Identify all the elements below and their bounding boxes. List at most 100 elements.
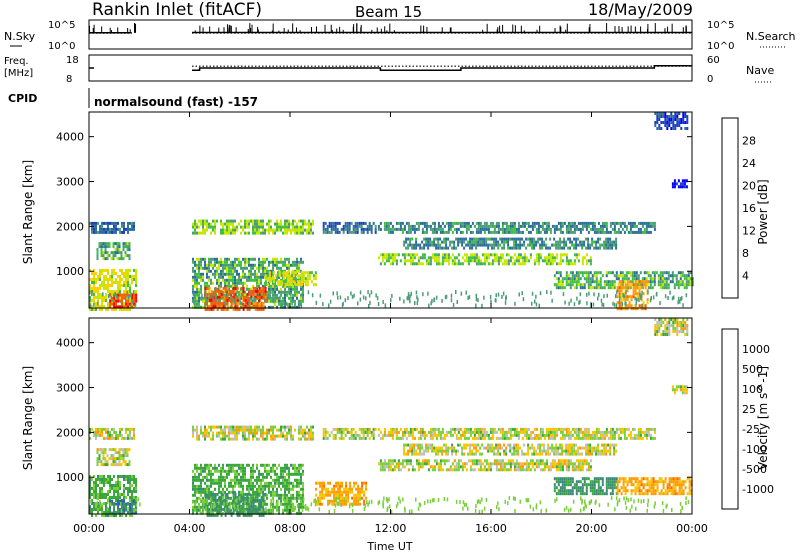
power-cell [581, 224, 584, 228]
power-cell [364, 221, 367, 225]
velocity-cell [97, 475, 99, 478]
power-noise-cell [193, 294, 196, 299]
velocity-cell [252, 466, 254, 470]
power-cell [362, 230, 365, 234]
power-cell [125, 293, 128, 297]
velocity-cell [105, 511, 107, 514]
velocity-cell [327, 499, 330, 503]
velocity-cell [224, 498, 227, 502]
velocity-cell [266, 463, 268, 467]
velocity-cell [300, 428, 302, 432]
velocity-cell [252, 434, 254, 438]
velocity-cell [105, 496, 107, 499]
velocity-cell [210, 475, 212, 479]
power-cell [541, 227, 544, 231]
velocity-cell [280, 493, 282, 497]
velocity-cell [117, 484, 119, 487]
power-cell [613, 243, 616, 247]
power-cell [264, 295, 267, 299]
power-cell [226, 286, 229, 290]
power-cell [276, 305, 278, 309]
power-cell [577, 283, 580, 287]
power-cell [569, 246, 572, 250]
power-cell [254, 228, 256, 232]
velocity-cell [325, 490, 328, 494]
power-cell [288, 260, 290, 264]
velocity-cell [262, 478, 264, 482]
power-cell [127, 221, 129, 225]
velocity-cell [95, 496, 97, 499]
power-cell [587, 280, 590, 284]
velocity-cell [208, 431, 210, 435]
power-cell [218, 260, 220, 264]
power-cell [445, 243, 448, 247]
power-cell [573, 246, 576, 250]
power-cell [272, 305, 274, 309]
power-cell [399, 221, 402, 225]
power-cell [630, 304, 633, 308]
power-cell [222, 222, 224, 226]
power-cell [226, 298, 229, 302]
velocity-cell [266, 428, 268, 432]
power-cell [585, 259, 588, 263]
power-cell [473, 237, 476, 241]
power-cell [607, 286, 610, 290]
power-cell [206, 272, 208, 276]
power-cell [503, 246, 506, 250]
velocity-cell [200, 505, 202, 509]
velocity-cell [198, 505, 200, 509]
power-cell [135, 299, 138, 303]
power-cell [202, 231, 204, 235]
velocity-cell [107, 436, 109, 440]
power-cell [91, 308, 93, 311]
power-cell [200, 266, 202, 270]
power-cell [268, 281, 270, 285]
power-cell [620, 280, 623, 284]
velocity-cell [108, 448, 111, 452]
power-cell [686, 118, 689, 121]
velocity-cell [234, 463, 236, 467]
power-cell [220, 304, 223, 308]
power-cell [262, 260, 264, 264]
power-cell [423, 253, 426, 257]
power-cell [254, 301, 257, 305]
power-cell [481, 224, 484, 228]
power-cell [455, 262, 458, 266]
velocity-cell [284, 428, 286, 432]
power-cell [292, 228, 294, 232]
power-cell [284, 274, 287, 278]
velocity-cell [284, 499, 286, 503]
power-cell [495, 243, 498, 247]
velocity-cell [292, 484, 294, 488]
velocity-cell [122, 454, 125, 458]
power-cell [475, 240, 478, 244]
velocity-cell [113, 514, 115, 517]
power-cell [623, 230, 626, 234]
velocity-cell [296, 484, 298, 488]
velocity-cell [240, 498, 243, 502]
power-cell [274, 260, 276, 264]
power-cell [457, 253, 460, 257]
power-cell [192, 299, 194, 303]
power-noise-cell [635, 297, 638, 302]
power-cell [93, 269, 95, 272]
velocity-cell [111, 511, 114, 515]
power-cell [244, 257, 246, 261]
power-cell [667, 286, 670, 290]
power-cell [302, 293, 304, 297]
power-cell [684, 115, 687, 118]
velocity-cell [224, 428, 226, 432]
velocity-cell [240, 504, 243, 508]
power-cell [443, 237, 446, 241]
power-cell [220, 281, 222, 285]
power-cell [248, 222, 250, 226]
velocity-cell [248, 428, 250, 432]
power-cell [292, 281, 294, 285]
velocity-cell [119, 427, 121, 431]
power-cell [95, 290, 97, 293]
velocity-cell [196, 478, 198, 482]
power-cell [535, 221, 538, 225]
velocity-cell [282, 508, 284, 512]
power-cell [431, 240, 434, 244]
power-cell [417, 259, 420, 263]
